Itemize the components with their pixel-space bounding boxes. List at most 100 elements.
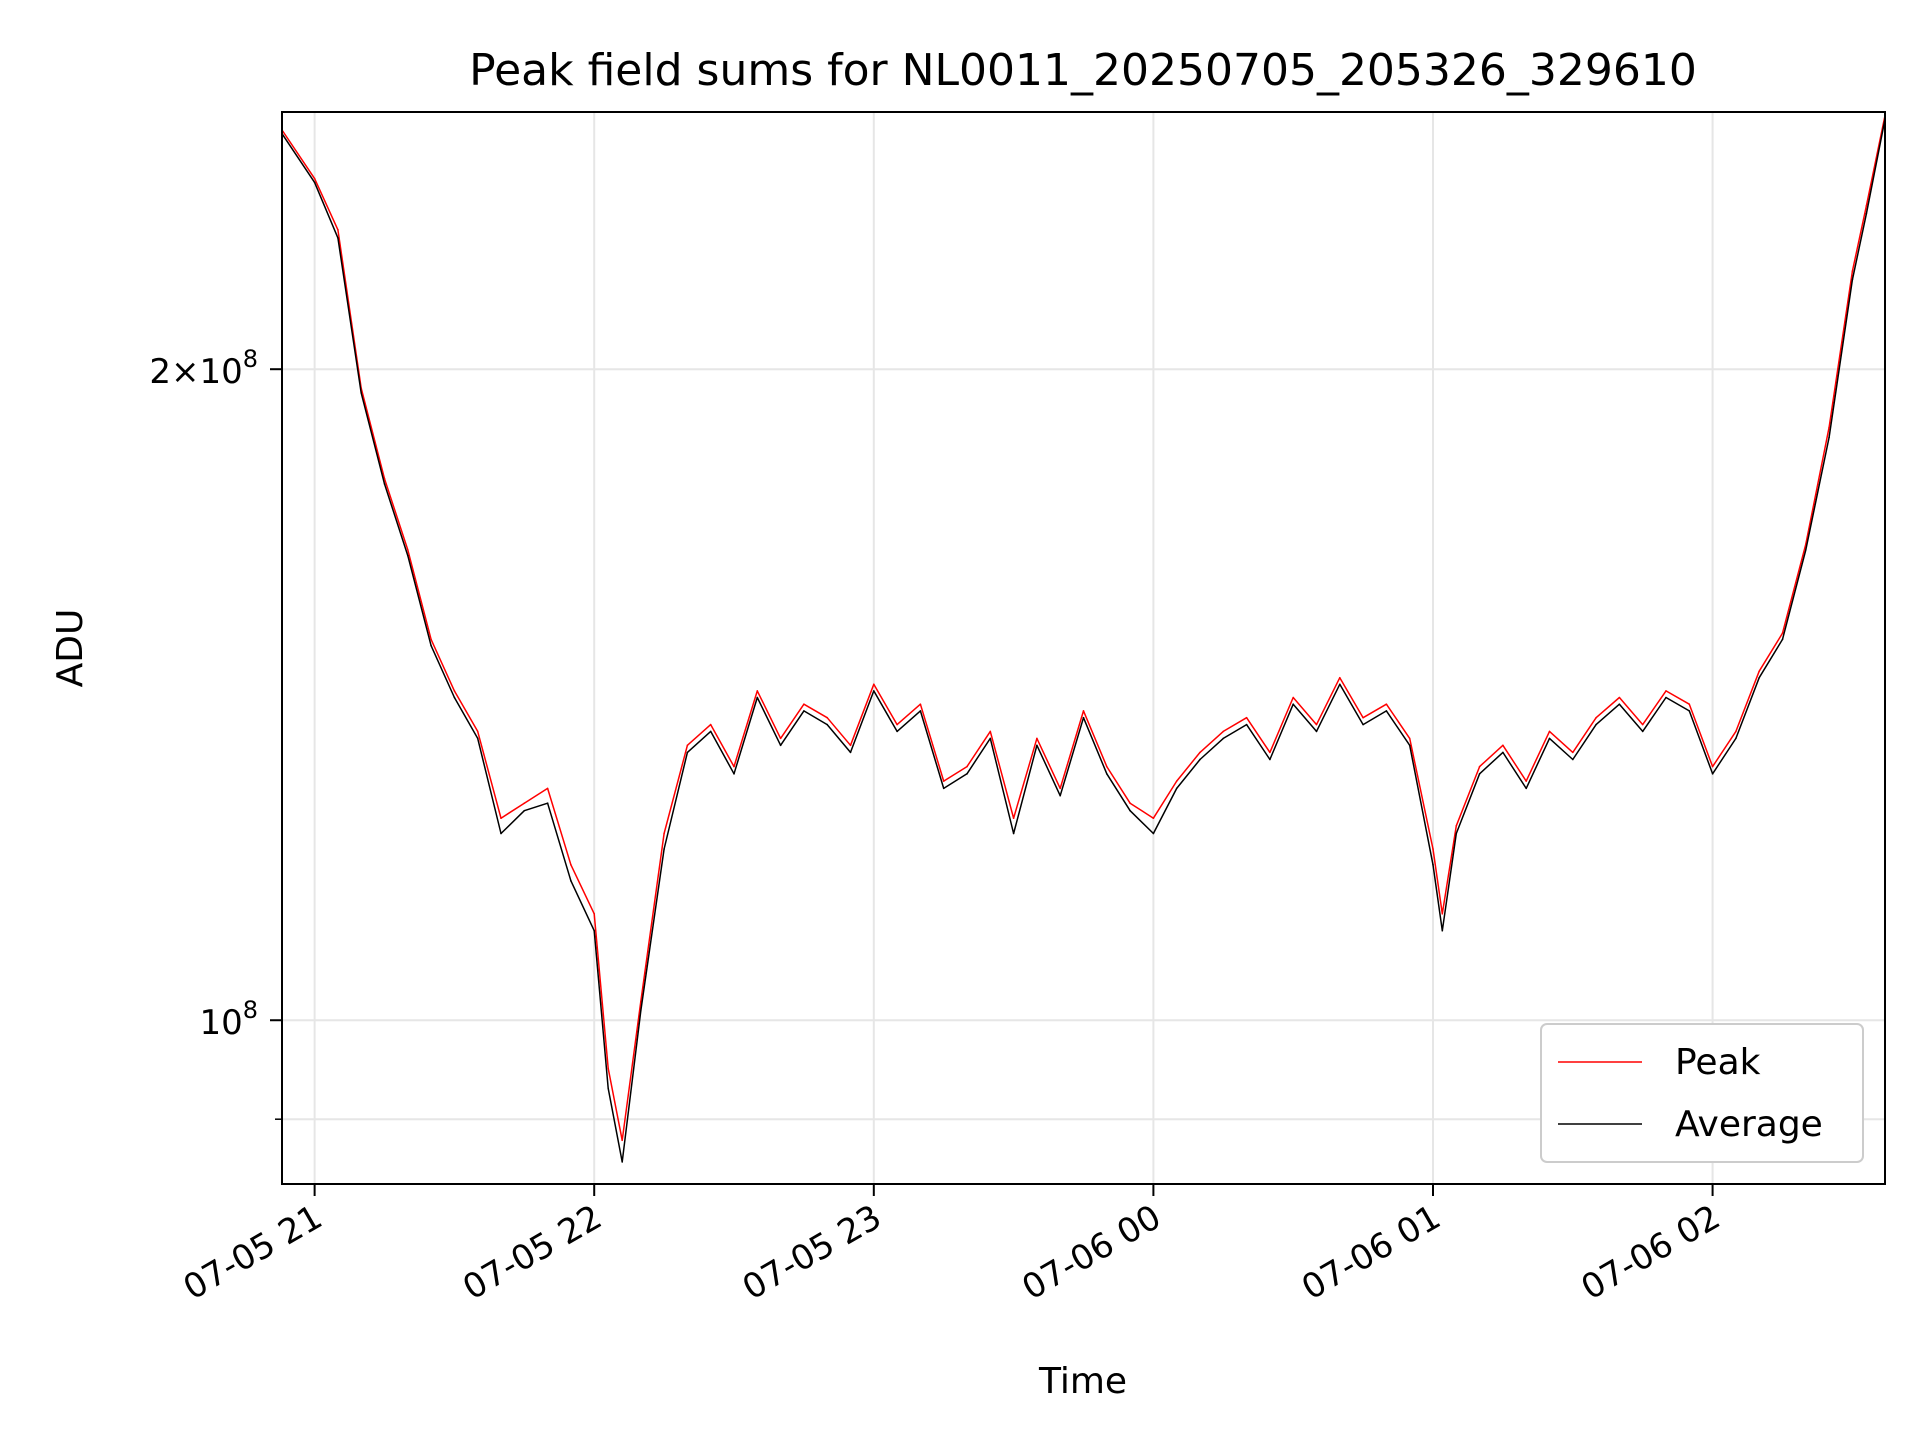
y-tick-times: × bbox=[171, 352, 200, 392]
data-point-average bbox=[1338, 683, 1341, 686]
data-point-average bbox=[1548, 737, 1551, 740]
data-point-peak bbox=[709, 723, 712, 726]
data-point-peak bbox=[1129, 802, 1131, 804]
data-point-average bbox=[1618, 703, 1621, 706]
data-point-peak bbox=[500, 817, 502, 819]
data-point-peak bbox=[989, 730, 992, 733]
data-point-peak bbox=[1641, 723, 1644, 726]
data-point-peak bbox=[919, 703, 922, 706]
data-point-average bbox=[1036, 744, 1038, 747]
legend: Peak Average bbox=[1540, 1023, 1864, 1163]
data-point-peak bbox=[1012, 817, 1015, 819]
data-point-average bbox=[826, 723, 829, 726]
x-axis-label: Time bbox=[1038, 1361, 1127, 1402]
data-point-peak bbox=[779, 737, 782, 740]
data-point-peak bbox=[1735, 730, 1737, 733]
y-tick-label: 108 bbox=[199, 996, 258, 1043]
plot-frame bbox=[281, 111, 1886, 1185]
series-line-average bbox=[281, 119, 1886, 1163]
data-point-average bbox=[500, 832, 502, 835]
data-point-peak bbox=[1548, 730, 1551, 733]
data-point-peak bbox=[1828, 426, 1830, 429]
legend-label-peak: Peak bbox=[1675, 1042, 1761, 1083]
data-point-peak bbox=[1432, 848, 1434, 850]
data-point-average bbox=[686, 751, 689, 754]
data-point-average bbox=[1269, 758, 1271, 761]
data-point-peak bbox=[1385, 703, 1388, 706]
data-point-peak bbox=[1618, 696, 1621, 699]
data-point-peak bbox=[803, 703, 805, 706]
data-point-peak bbox=[966, 765, 968, 768]
data-point-peak bbox=[1665, 690, 1667, 692]
data-point-average bbox=[709, 730, 712, 733]
data-point-peak bbox=[1478, 765, 1481, 768]
data-point-average bbox=[640, 1010, 642, 1012]
data-point-peak bbox=[1152, 817, 1155, 819]
data-point-peak bbox=[1455, 825, 1458, 827]
data-point-peak bbox=[1199, 751, 1201, 754]
data-point-average bbox=[779, 744, 782, 747]
data-point-peak bbox=[407, 549, 409, 551]
y-tick-exponent: 8 bbox=[243, 996, 258, 1024]
data-point-average bbox=[1129, 809, 1131, 812]
data-point-peak bbox=[593, 912, 596, 915]
data-point-peak bbox=[1851, 270, 1854, 272]
data-point-average bbox=[1199, 758, 1201, 761]
data-point-peak bbox=[383, 477, 386, 480]
data-point-average bbox=[523, 809, 526, 812]
data-point-average bbox=[1152, 832, 1155, 835]
data-point-average bbox=[663, 848, 665, 850]
data-point-average bbox=[430, 644, 432, 647]
data-point-peak bbox=[849, 744, 852, 747]
data-point-peak bbox=[1338, 676, 1341, 679]
data-point-peak bbox=[546, 787, 549, 790]
y-tick-exponent: 8 bbox=[243, 345, 258, 373]
y-axis-ticks: 108 2×108 bbox=[149, 345, 282, 1120]
data-point-average bbox=[1362, 723, 1364, 726]
data-point-peak bbox=[1781, 632, 1784, 634]
data-point-peak bbox=[756, 690, 759, 692]
data-point-average bbox=[1175, 787, 1178, 790]
data-point-average bbox=[1711, 773, 1714, 775]
data-point-average bbox=[1478, 773, 1481, 775]
data-point-peak bbox=[1269, 751, 1271, 754]
data-point-peak bbox=[896, 723, 898, 726]
data-point-average bbox=[1665, 696, 1667, 699]
y-tick-label: 2×108 bbox=[149, 345, 258, 392]
data-point-peak bbox=[337, 228, 339, 231]
data-point-average bbox=[1292, 703, 1294, 706]
data-point-average bbox=[1865, 212, 1868, 215]
series-peak bbox=[281, 114, 1886, 1142]
data-point-average bbox=[756, 696, 759, 699]
data-point-peak bbox=[1362, 716, 1364, 719]
data-point-peak bbox=[1711, 765, 1714, 768]
data-point-average bbox=[1595, 723, 1597, 726]
data-point-average bbox=[383, 483, 386, 485]
y-axis-label: ADU bbox=[50, 609, 91, 688]
data-point-average bbox=[1804, 549, 1807, 551]
data-point-average bbox=[621, 1161, 623, 1163]
data-point-peak bbox=[1036, 737, 1038, 740]
data-point-average bbox=[1441, 929, 1444, 932]
data-point-peak bbox=[1082, 710, 1085, 712]
data-point-average bbox=[1781, 638, 1784, 641]
data-point-average bbox=[1571, 758, 1574, 761]
data-point-average bbox=[607, 1087, 609, 1090]
data-point-peak bbox=[1059, 787, 1062, 790]
data-point-average bbox=[1525, 787, 1527, 790]
data-point-average bbox=[896, 730, 898, 733]
data-point-peak bbox=[826, 716, 829, 719]
data-point-peak bbox=[873, 683, 875, 686]
data-point-peak bbox=[607, 1067, 609, 1070]
data-point-average bbox=[1735, 737, 1737, 740]
data-point-peak bbox=[663, 832, 665, 835]
data-point-average bbox=[1851, 278, 1854, 281]
data-point-peak bbox=[1245, 716, 1248, 719]
data-point-peak bbox=[733, 765, 735, 768]
data-point-peak bbox=[686, 744, 689, 747]
data-point-peak bbox=[1222, 730, 1225, 733]
data-point-average bbox=[453, 696, 456, 699]
data-point-average bbox=[546, 802, 549, 804]
data-point-average bbox=[476, 737, 479, 740]
